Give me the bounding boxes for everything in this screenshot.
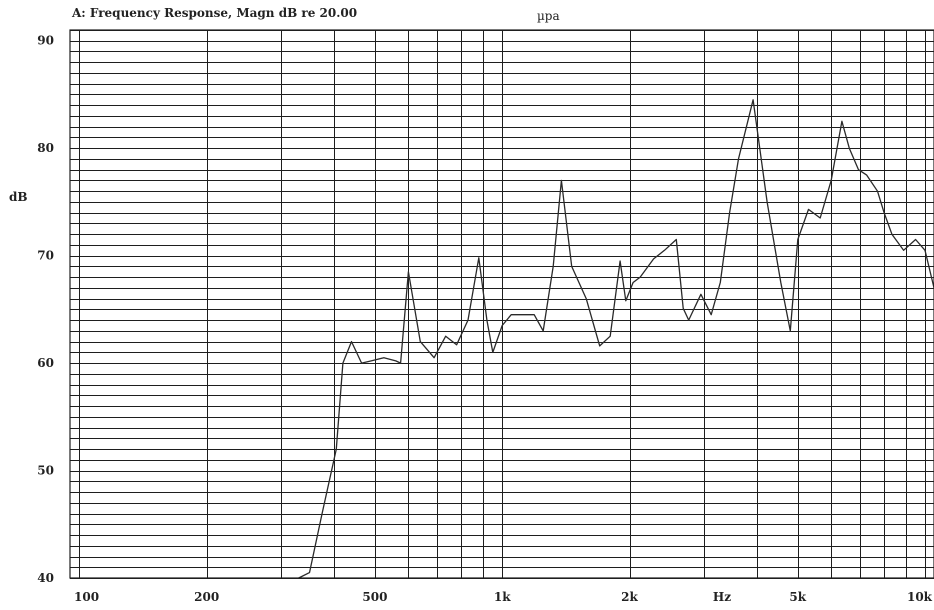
y-tick-label: 90 <box>37 34 54 48</box>
grid <box>70 30 934 579</box>
x-tick-label: 200 <box>194 590 219 604</box>
x-tick-label: 100 <box>74 590 99 604</box>
plot-frame <box>69 29 934 579</box>
y-tick-label: 80 <box>37 141 54 155</box>
x-tick-label: 10k <box>907 590 933 604</box>
y-tick-label: 60 <box>37 356 54 370</box>
x-tick-label: 500 <box>362 590 387 604</box>
x-tick-labels: 100 200 500 1k 2k 5k 10k <box>74 590 933 604</box>
chart-title: A: Frequency Response, Magn dB re 20.00 <box>71 6 357 20</box>
y-tick-label: 40 <box>37 571 54 585</box>
x-tick-label: 1k <box>494 590 511 604</box>
x-tick-label: 5k <box>789 590 806 604</box>
response-curve <box>298 99 934 579</box>
y-tick-labels: 90 80 70 60 50 40 <box>37 34 54 585</box>
y-tick-label: 70 <box>37 249 54 263</box>
series-group <box>298 99 934 579</box>
x-tick-label: 2k <box>621 590 638 604</box>
y-tick-label: 50 <box>37 464 54 478</box>
x-axis-label: Hz <box>713 590 731 604</box>
chart-unit: µpa <box>537 9 560 23</box>
y-axis-label: dB <box>9 190 28 204</box>
